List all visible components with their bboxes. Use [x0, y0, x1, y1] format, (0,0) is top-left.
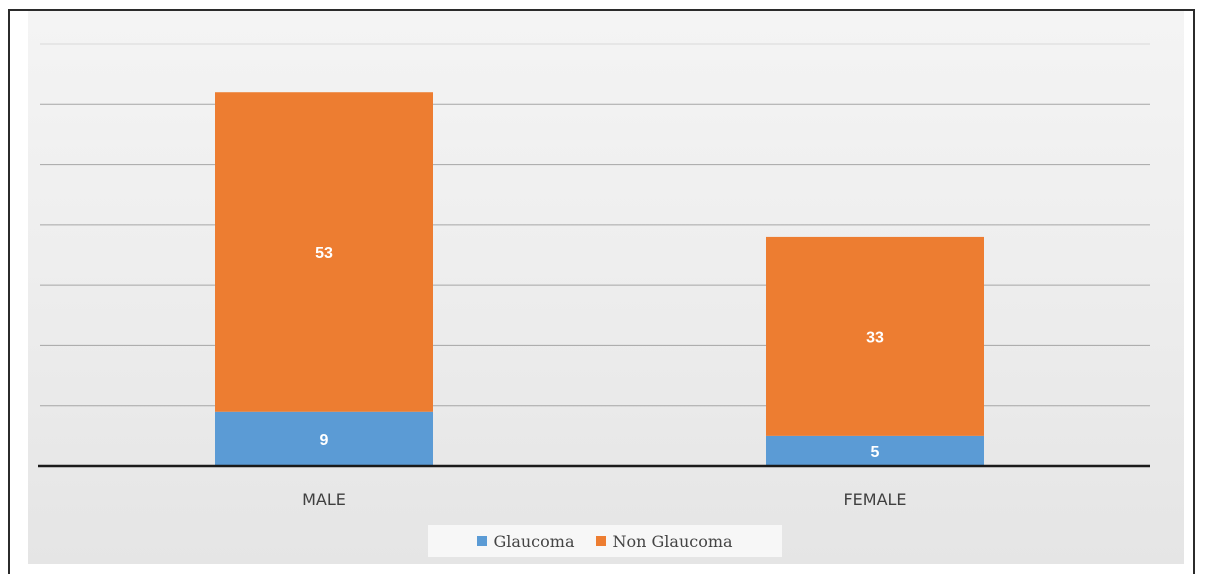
data-label: 33: [866, 329, 884, 346]
legend-swatch-glaucoma: [477, 536, 488, 546]
legend-item-non-glaucoma: Non Glaucoma: [596, 531, 733, 551]
data-label: 53: [315, 245, 333, 262]
data-label: 9: [320, 432, 329, 449]
bar-glaucoma-female: [766, 435, 984, 466]
legend-item-glaucoma: Glaucoma: [477, 532, 574, 551]
bar-non-glaucoma-female: [766, 236, 984, 436]
legend: Glaucoma Non Glaucoma: [428, 525, 782, 557]
legend-swatch-non-glaucoma: [596, 536, 607, 546]
legend-label-non-glaucoma: Non Glaucoma: [612, 531, 733, 551]
data-label: 5: [871, 444, 880, 461]
bar-non-glaucoma-male: [215, 92, 433, 412]
bar-glaucoma-male: [215, 411, 433, 466]
legend-label-glaucoma: Glaucoma: [493, 531, 575, 551]
x-tick-label: FEMALE: [843, 490, 906, 509]
x-tick-label: MALE: [302, 490, 346, 509]
